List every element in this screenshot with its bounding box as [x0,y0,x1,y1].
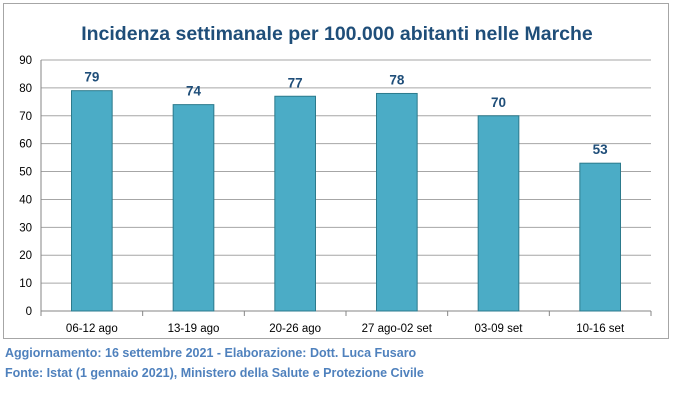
y-tick-label: 80 [19,83,32,95]
x-tick-labels: 06-12 ago 13-19 ago 20-26 ago 27 ago-02 set… [66,323,625,335]
data-label: 70 [491,95,506,110]
y-tick-label: 60 [19,139,32,151]
y-tick-label: 90 [19,55,32,67]
bar [274,95,317,312]
axes [40,60,652,316]
footer-source-note: Fonte: Istat (1 gennaio 2021), Ministero… [5,366,424,380]
bars [71,90,621,312]
y-tick-label: 40 [19,194,32,206]
data-label: 77 [288,75,303,90]
bar [376,92,418,312]
y-tick-label: 20 [19,250,32,262]
x-tick-label: 03-09 set [475,323,524,335]
y-tick-label: 10 [19,278,32,290]
bar [172,104,215,312]
bar [477,115,520,312]
data-label: 79 [84,70,99,85]
y-tick-label: 0 [26,306,32,318]
x-tick-label: 13-19 ago [168,323,220,335]
y-tick-label: 30 [19,222,32,234]
y-tick-labels: 0 10 20 30 40 50 60 70 80 90 [19,55,32,318]
y-tick-label: 70 [19,111,32,123]
x-tick-label: 10-16 set [576,323,625,335]
gridlines [41,59,651,284]
chart-frame: Incidenza settimanale per 100.000 abitan… [3,3,669,339]
footer-update-note: Aggiornamento: 16 settembre 2021 - Elabo… [5,346,417,360]
x-tick-label: 06-12 ago [66,323,118,335]
data-label: 78 [389,72,405,87]
x-tick-label: 20-26 ago [269,323,321,335]
data-labels: 79 74 77 78 70 53 [84,70,608,158]
y-tick-label: 50 [19,167,32,179]
bar [579,162,621,312]
x-tick-label: 27 ago-02 set [362,323,433,335]
bar-chart: Incidenza settimanale per 100.000 abitan… [19,23,652,335]
data-label: 53 [593,142,609,157]
chart-title: Incidenza settimanale per 100.000 abitan… [81,23,593,45]
bar [71,90,113,312]
data-label: 74 [186,84,202,99]
